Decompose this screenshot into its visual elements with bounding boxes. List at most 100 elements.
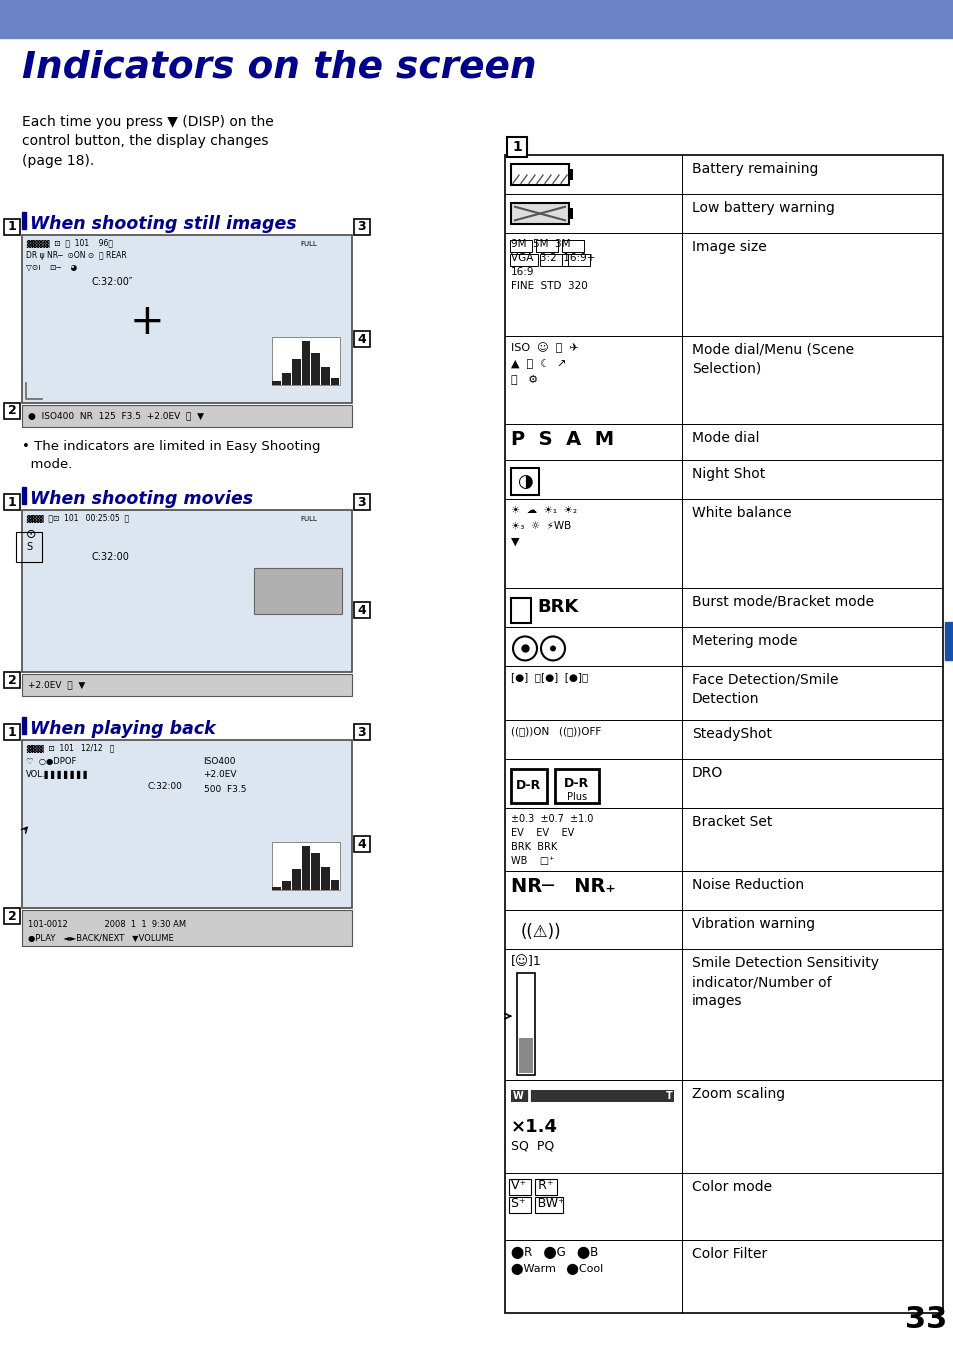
Text: Mode dial/Menu (Scene
Selection): Mode dial/Menu (Scene Selection) bbox=[691, 343, 853, 376]
Text: D-R: D-R bbox=[564, 778, 589, 790]
Bar bbox=[22, 911, 352, 946]
Bar bbox=[568, 208, 573, 218]
Bar bbox=[536, 240, 558, 252]
Text: 1: 1 bbox=[8, 726, 16, 738]
Text: ◑: ◑ bbox=[517, 472, 533, 490]
Bar bbox=[535, 1179, 557, 1196]
Text: C:32:00: C:32:00 bbox=[91, 552, 130, 562]
Text: When shooting movies: When shooting movies bbox=[30, 490, 253, 508]
Bar bbox=[4, 494, 20, 510]
Bar bbox=[354, 218, 370, 235]
Bar bbox=[22, 674, 352, 696]
Bar bbox=[509, 1197, 531, 1213]
Text: BRK  BRK: BRK BRK bbox=[511, 841, 557, 852]
Text: VOL.▌▌▌▌▌▌▌: VOL.▌▌▌▌▌▌▌ bbox=[26, 769, 91, 779]
Bar bbox=[354, 331, 370, 347]
Text: Vibration warning: Vibration warning bbox=[691, 917, 814, 931]
Text: V⁺   R⁺: V⁺ R⁺ bbox=[511, 1179, 553, 1193]
Bar bbox=[4, 725, 20, 740]
Bar bbox=[511, 164, 568, 185]
Text: ISO  ☺  👥  ✈: ISO ☺ 👥 ✈ bbox=[511, 342, 578, 353]
Text: ×1.4: ×1.4 bbox=[511, 1118, 558, 1136]
Text: BRK: BRK bbox=[537, 597, 578, 616]
Text: Metering mode: Metering mode bbox=[691, 634, 797, 647]
Bar bbox=[311, 353, 320, 385]
Bar bbox=[511, 468, 538, 495]
Text: 9M  5M  3M: 9M 5M 3M bbox=[511, 239, 570, 250]
Text: 3: 3 bbox=[357, 495, 366, 509]
Text: 2: 2 bbox=[8, 909, 16, 923]
Text: ±0.3  ±0.7  ±1.0: ±0.3 ±0.7 ±1.0 bbox=[511, 814, 593, 824]
Text: Indicators on the screen: Indicators on the screen bbox=[22, 50, 536, 85]
Text: ⬤Warm   ⬤Cool: ⬤Warm ⬤Cool bbox=[511, 1265, 602, 1276]
Text: When shooting still images: When shooting still images bbox=[30, 214, 296, 233]
Text: 16:9: 16:9 bbox=[511, 267, 534, 277]
Text: S: S bbox=[26, 541, 32, 552]
Text: ((手))ON   ((手))OFF: ((手))ON ((手))OFF bbox=[511, 726, 600, 735]
Text: Burst mode/Bracket mode: Burst mode/Bracket mode bbox=[691, 594, 873, 609]
Bar bbox=[509, 1179, 531, 1196]
Text: Standby: Standby bbox=[276, 590, 319, 600]
Text: ▓▓▓  ⬛⊡  101   00:25:05  ⬛: ▓▓▓ ⬛⊡ 101 00:25:05 ⬛ bbox=[26, 514, 129, 522]
Text: 4: 4 bbox=[357, 837, 366, 851]
Text: Mode dial: Mode dial bbox=[691, 432, 759, 445]
Text: P  S  A  M: P S A M bbox=[511, 430, 614, 449]
Text: ●  ISO400  NR  125  F3.5  +2.0EV  ⬛  ▼: ● ISO400 NR 125 F3.5 +2.0EV ⬛ ▼ bbox=[28, 411, 204, 421]
Bar bbox=[535, 1197, 562, 1213]
Bar bbox=[292, 870, 300, 890]
Text: ▓▓▓▓  ⊡  ⬛  101    96⬛: ▓▓▓▓ ⊡ ⬛ 101 96⬛ bbox=[26, 239, 112, 248]
Text: VGA  3:2  16:9+: VGA 3:2 16:9+ bbox=[511, 254, 595, 263]
Bar bbox=[561, 254, 589, 266]
Bar bbox=[22, 212, 26, 229]
Bar bbox=[354, 603, 370, 619]
Bar bbox=[504, 155, 942, 1314]
Text: ⬤R   ⬤G   ⬤B: ⬤R ⬤G ⬤B bbox=[511, 1246, 598, 1259]
Text: Image size: Image size bbox=[691, 240, 766, 254]
Text: Face Detection/Smile
Detection: Face Detection/Smile Detection bbox=[691, 673, 838, 706]
Bar bbox=[517, 973, 535, 1075]
Text: Each time you press ▼ (DISP) on the
control button, the display changes
(page 18: Each time you press ▼ (DISP) on the cont… bbox=[22, 115, 274, 168]
Bar bbox=[944, 623, 953, 661]
Bar bbox=[561, 240, 583, 252]
Text: 1: 1 bbox=[8, 495, 16, 509]
Text: SQ  PQ: SQ PQ bbox=[511, 1140, 554, 1153]
Text: DR ψ NR─  ⊙ON ⊙  ⬛ REAR: DR ψ NR─ ⊙ON ⊙ ⬛ REAR bbox=[26, 251, 127, 261]
Text: FULL: FULL bbox=[300, 516, 316, 522]
Text: WB    □⁺: WB □⁺ bbox=[511, 856, 554, 866]
Bar bbox=[511, 597, 531, 623]
Text: 1: 1 bbox=[8, 220, 16, 233]
Bar bbox=[22, 404, 352, 427]
Bar bbox=[4, 403, 20, 419]
Text: ♡  ○●DPOF: ♡ ○●DPOF bbox=[26, 757, 76, 765]
Text: ☀₃  ☼  ⚡WB: ☀₃ ☼ ⚡WB bbox=[511, 521, 571, 531]
Bar bbox=[22, 510, 352, 672]
Text: DRO: DRO bbox=[691, 767, 722, 780]
Bar bbox=[511, 202, 568, 224]
Text: +: + bbox=[130, 301, 165, 343]
Bar bbox=[4, 218, 20, 235]
Bar bbox=[4, 908, 20, 924]
Bar bbox=[506, 137, 526, 157]
Bar bbox=[22, 487, 26, 503]
Bar bbox=[282, 373, 291, 385]
Bar bbox=[22, 740, 352, 908]
Bar bbox=[273, 887, 281, 890]
Bar bbox=[568, 170, 573, 179]
Bar bbox=[253, 569, 341, 613]
Text: C:32:00″: C:32:00″ bbox=[91, 277, 133, 286]
Text: Zoom scaling: Zoom scaling bbox=[691, 1087, 784, 1101]
Text: Plus: Plus bbox=[566, 791, 586, 802]
Bar bbox=[354, 836, 370, 852]
Text: Bracket Set: Bracket Set bbox=[691, 814, 772, 829]
Text: ☀  ☁  ☀₁  ☀₂: ☀ ☁ ☀₁ ☀₂ bbox=[511, 505, 577, 516]
Bar bbox=[272, 337, 339, 385]
Bar bbox=[22, 716, 26, 734]
Text: ●PLAY   ◄►BACK/NEXT   ▼VOLUME: ●PLAY ◄►BACK/NEXT ▼VOLUME bbox=[28, 934, 173, 943]
Text: Battery remaining: Battery remaining bbox=[691, 161, 818, 176]
Circle shape bbox=[550, 646, 556, 651]
Bar bbox=[555, 769, 598, 803]
Text: ▓▓▓  ⊡  101   12/12   ⬛: ▓▓▓ ⊡ 101 12/12 ⬛ bbox=[26, 744, 114, 753]
Text: EV    EV    EV: EV EV EV bbox=[511, 828, 574, 837]
Text: ▽⊙ı    ⊡─    ◕: ▽⊙ı ⊡─ ◕ bbox=[26, 263, 77, 271]
Text: ⊙: ⊙ bbox=[26, 528, 36, 541]
